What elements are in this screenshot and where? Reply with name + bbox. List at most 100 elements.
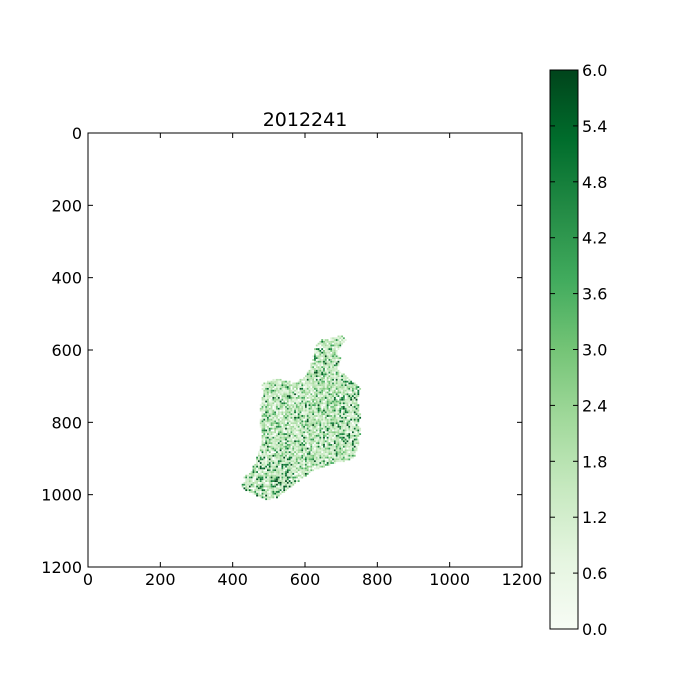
- heatmap-cell: [323, 351, 325, 354]
- heatmap-cell: [301, 386, 304, 388]
- heatmap-cell: [323, 465, 325, 468]
- heatmap-cell: [245, 487, 248, 490]
- heatmap-cell: [305, 436, 307, 439]
- heatmap-cell: [344, 440, 347, 443]
- heatmap-cell: [272, 436, 275, 439]
- heatmap-cell: [332, 416, 334, 419]
- heatmap-cell: [326, 407, 329, 410]
- heatmap-cell: [339, 335, 342, 338]
- heatmap-cell: [335, 398, 338, 401]
- heatmap-cell: [276, 451, 278, 454]
- heatmap-cell: [308, 462, 311, 464]
- heatmap-cell: [285, 485, 287, 488]
- heatmap-cell: [323, 409, 325, 412]
- heatmap-cell: [290, 413, 293, 416]
- heatmap-cell: [286, 476, 289, 479]
- heatmap-cell: [339, 378, 342, 381]
- heatmap-cell: [326, 424, 329, 426]
- heatmap-cell: [285, 422, 287, 425]
- heatmap-cell: [274, 420, 277, 423]
- heatmap-cell: [277, 391, 280, 394]
- heatmap-cell: [328, 350, 331, 352]
- heatmap-cell: [268, 465, 271, 468]
- heatmap-cell: [281, 429, 284, 432]
- heatmap-cell: [312, 420, 315, 423]
- heatmap-cell: [252, 485, 255, 488]
- heatmap-cell: [348, 458, 351, 461]
- heatmap-cell: [333, 440, 336, 443]
- heatmap-cell: [256, 482, 258, 484]
- heatmap-cell: [317, 451, 320, 454]
- heatmap-cell: [257, 483, 260, 486]
- heatmap-cell: [281, 483, 284, 486]
- y-tick-label: 800: [51, 413, 82, 432]
- heatmap-cell: [339, 456, 342, 459]
- heatmap-cell: [277, 402, 280, 405]
- heatmap-cell: [326, 445, 329, 448]
- heatmap-cell: [301, 416, 304, 419]
- heatmap-cell: [315, 424, 318, 426]
- heatmap-cell: [265, 438, 268, 441]
- heatmap-cell: [277, 411, 280, 414]
- heatmap-cell: [323, 377, 325, 379]
- heatmap-cell: [288, 460, 291, 463]
- heatmap-cell: [272, 384, 275, 387]
- heatmap-cell: [279, 487, 282, 490]
- heatmap-cell: [279, 451, 282, 454]
- heatmap-cell: [267, 462, 269, 464]
- heatmap-cell: [310, 467, 313, 470]
- heatmap-cell: [306, 413, 309, 416]
- heatmap-cell: [332, 420, 334, 423]
- heatmap-cell: [341, 456, 343, 459]
- heatmap-cell: [337, 420, 340, 423]
- heatmap-cell: [297, 438, 300, 441]
- heatmap-cell: [274, 480, 277, 483]
- heatmap-cell: [301, 422, 304, 425]
- heatmap-cell: [310, 397, 313, 399]
- heatmap-cell: [337, 389, 340, 392]
- heatmap-cell: [299, 416, 302, 419]
- heatmap-cell: [267, 494, 269, 497]
- heatmap-cell: [286, 400, 289, 403]
- heatmap-cell: [344, 454, 347, 457]
- heatmap-cell: [306, 384, 309, 387]
- heatmap-cell: [292, 425, 295, 428]
- heatmap-cell: [294, 411, 296, 414]
- heatmap-cell: [263, 454, 266, 457]
- heatmap-cell: [328, 353, 331, 356]
- heatmap-cell: [288, 445, 291, 448]
- heatmap-cell: [265, 393, 268, 396]
- heatmap-cell: [339, 427, 342, 430]
- heatmap-cell: [256, 456, 258, 459]
- heatmap-cell: [317, 342, 320, 345]
- heatmap-cell: [288, 483, 291, 486]
- heatmap-cell: [314, 395, 316, 398]
- heatmap-cell: [295, 422, 298, 425]
- heatmap-cell: [263, 492, 266, 495]
- heatmap-cell: [326, 364, 329, 367]
- heatmap-cell: [267, 480, 269, 483]
- heatmap-cell: [326, 371, 329, 374]
- heatmap-cell: [303, 382, 305, 385]
- heatmap-cell: [292, 458, 295, 461]
- heatmap-cell: [252, 471, 255, 473]
- heatmap-cell: [314, 407, 316, 410]
- heatmap-cell: [326, 411, 329, 414]
- heatmap-cell: [324, 360, 327, 363]
- heatmap-cell: [328, 398, 331, 401]
- heatmap-cell: [339, 440, 342, 443]
- heatmap-cell: [308, 407, 311, 410]
- heatmap-cell: [324, 440, 327, 443]
- heatmap-cell: [314, 391, 316, 394]
- heatmap-cell: [330, 422, 333, 425]
- heatmap-cell: [332, 425, 334, 428]
- heatmap-cell: [339, 411, 342, 414]
- heatmap-cell: [263, 416, 266, 419]
- heatmap-cell: [299, 476, 302, 479]
- heatmap-cell: [341, 431, 343, 434]
- heatmap-cell: [261, 485, 264, 488]
- heatmap-cell: [330, 456, 333, 459]
- heatmap-cell: [263, 442, 266, 445]
- heatmap-cell: [272, 447, 275, 450]
- heatmap-cell: [299, 442, 302, 445]
